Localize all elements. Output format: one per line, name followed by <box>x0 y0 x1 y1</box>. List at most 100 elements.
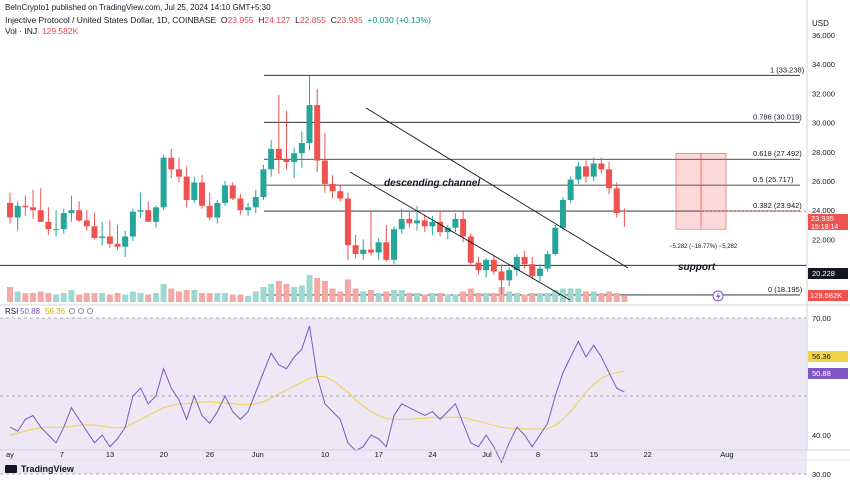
volume-bar <box>352 288 359 302</box>
price-tick-label: 36.000 <box>812 31 835 40</box>
volume-badge-value: 129.582K <box>810 291 842 300</box>
volume-bar <box>483 293 490 302</box>
volume-bar <box>222 293 229 302</box>
support-price-value: 20.228 <box>812 269 835 278</box>
candle-body <box>275 148 282 160</box>
price-tick-label: 26.000 <box>812 177 835 186</box>
candle-body <box>53 229 60 231</box>
time-tick-label: 13 <box>106 450 114 459</box>
axes: 36.000 34.000 32.000 30.000 28.000 26.000 24.0… <box>0 0 850 461</box>
candle-body <box>529 264 536 276</box>
candle-body <box>375 242 382 253</box>
volume-bar <box>122 294 129 302</box>
volume-bar <box>14 291 21 302</box>
volume-bar <box>398 290 405 302</box>
volume-bar <box>513 293 520 302</box>
candle-body <box>183 176 190 200</box>
drawings[interactable] <box>349 107 807 301</box>
candle-body <box>437 221 444 233</box>
volume-bar <box>467 288 474 302</box>
volume-bar <box>60 293 67 302</box>
candle-body <box>60 213 67 230</box>
candle-body <box>152 207 159 222</box>
price-tick-label: 28.000 <box>812 148 835 157</box>
candle-body <box>30 207 37 211</box>
change-value: +0.030 (+0.13%) <box>367 15 431 25</box>
last-price-badge <box>808 214 848 230</box>
volume-bar <box>260 287 267 302</box>
candle-body <box>475 262 482 271</box>
candle-body <box>291 153 298 163</box>
volume-bar <box>298 285 305 302</box>
volume-bar <box>237 294 244 302</box>
channel-lower-line <box>349 171 571 301</box>
volume-bars <box>7 275 628 302</box>
candle-body <box>22 205 29 208</box>
volume-bar <box>521 294 528 302</box>
candle-body <box>14 205 21 218</box>
volume-bar <box>329 288 336 302</box>
candle-body <box>298 143 305 154</box>
candle-body <box>590 163 597 177</box>
candle-body <box>229 185 236 199</box>
candle-body <box>145 210 152 222</box>
candle-body <box>536 268 543 276</box>
settings-icon[interactable] <box>68 307 94 315</box>
candle-body <box>483 259 490 271</box>
currency-label[interactable]: USD <box>812 19 829 28</box>
volume-bar <box>598 293 605 302</box>
candle-body <box>222 185 229 203</box>
symbol-title[interactable]: Injective Protocol / United States Dolla… <box>5 15 217 25</box>
volume-bar <box>367 290 374 302</box>
volume-bar <box>245 296 252 302</box>
candle-body <box>37 210 44 222</box>
volume-bar <box>91 293 98 302</box>
tradingview-logo-icon <box>5 465 17 473</box>
candle-body <box>91 226 98 238</box>
high-label: H <box>258 15 265 25</box>
volume-bar <box>275 281 282 302</box>
time-tick-label: 24 <box>428 450 436 459</box>
close-label: C <box>330 15 337 25</box>
candle-body <box>168 157 175 170</box>
volume-bar <box>206 293 213 302</box>
volume-bar <box>421 294 428 302</box>
volume-bar <box>429 293 436 302</box>
candle-body <box>352 245 359 254</box>
lightning-icon[interactable] <box>712 290 724 302</box>
rsi-label[interactable]: RSI <box>5 307 18 316</box>
candle-body <box>114 243 121 247</box>
candle-body <box>175 169 182 177</box>
candle-body <box>83 220 90 227</box>
support-label: support <box>678 262 716 273</box>
volume-bar <box>621 296 628 302</box>
candle-body <box>467 236 474 263</box>
volume-bar <box>552 290 559 302</box>
candle-body <box>106 236 113 244</box>
volume-bar <box>45 293 52 302</box>
candle-body <box>214 202 221 218</box>
volume-bar <box>7 287 13 302</box>
candle-body <box>306 105 313 144</box>
candle-body <box>367 249 374 253</box>
volume-bar <box>152 293 159 302</box>
low-label: L <box>295 15 300 25</box>
time-tick-label: 15 <box>590 450 598 459</box>
time-tick-label: ay <box>6 450 14 459</box>
candle-body <box>344 198 351 246</box>
volume-value: 129.582K <box>41 26 79 36</box>
candle-body <box>391 229 397 260</box>
volume-label[interactable]: Vol · INJ <box>5 26 38 36</box>
price-tick-label: 22.000 <box>812 235 835 244</box>
time-tick-label: 7 <box>60 450 64 459</box>
fib-level-label: 1 (33.238) <box>770 65 805 74</box>
volume-bar <box>168 288 175 302</box>
tradingview-logo[interactable]: TradingView <box>5 464 74 474</box>
close-value: 23.935 <box>336 15 363 25</box>
volume-bar <box>114 293 121 302</box>
candle-body <box>460 218 467 237</box>
volume-bar <box>145 294 152 302</box>
volume-bar <box>291 287 298 302</box>
